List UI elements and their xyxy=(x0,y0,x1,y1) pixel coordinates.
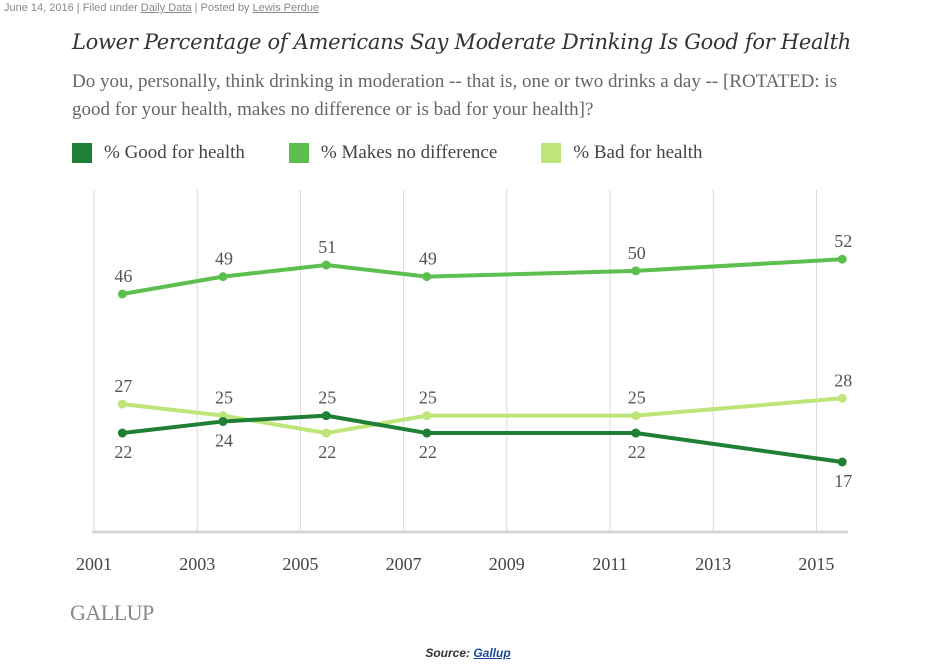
post-date: June 14, 2016 xyxy=(4,2,74,14)
data-point-good-for-health xyxy=(631,428,641,438)
data-point-makes-no-difference xyxy=(117,289,127,299)
data-label-bad-for-health: 27 xyxy=(114,376,132,396)
data-label-good-for-health: 17 xyxy=(834,471,852,491)
x-tick-label: 2011 xyxy=(592,554,627,574)
legend-swatch-no-difference xyxy=(288,143,309,163)
legend-item-good: % Good for health xyxy=(72,142,245,164)
data-point-bad-for-health xyxy=(321,428,331,438)
legend-item-bad: % Bad for health xyxy=(541,142,703,164)
data-point-good-for-health xyxy=(837,457,847,467)
legend-label-no-difference: % Makes no difference xyxy=(320,142,498,163)
source-label: Source: xyxy=(425,646,474,660)
legend-swatch-good xyxy=(72,143,92,163)
x-tick-label: 2007 xyxy=(386,554,422,574)
data-point-good-for-health xyxy=(321,411,331,421)
data-point-good-for-health xyxy=(218,416,228,426)
data-point-bad-for-health xyxy=(422,411,432,421)
series-group xyxy=(117,254,847,467)
data-label-bad-for-health: 22 xyxy=(318,442,336,462)
data-point-makes-no-difference xyxy=(321,260,331,270)
line-chart: 2001 2003 2005 2007 2009 2011 2013 2015 4649514… xyxy=(76,190,852,574)
source-line: Source: Gallup xyxy=(0,646,936,660)
data-label-makes-no-difference: 50 xyxy=(628,243,646,263)
chart-title: Lower Percentage of Americans Say Modera… xyxy=(72,30,851,54)
data-labels: 46 49 51 49 50 52 27 25 22 25 25 28 22 24 25 22 22 17 xyxy=(114,231,852,491)
source-link[interactable]: Gallup xyxy=(473,646,511,660)
data-point-bad-for-health xyxy=(837,393,847,403)
chart-legend: % Good for health % Makes no difference … xyxy=(72,142,747,164)
data-point-good-for-health xyxy=(117,428,127,438)
gridlines xyxy=(93,190,817,532)
x-tick-label: 2013 xyxy=(695,554,731,574)
data-point-makes-no-difference xyxy=(218,272,228,282)
x-tick-label: 2015 xyxy=(798,554,834,574)
data-label-bad-for-health: 25 xyxy=(419,388,437,408)
data-point-makes-no-difference xyxy=(631,266,641,276)
data-label-good-for-health: 25 xyxy=(318,388,336,408)
legend-label-bad: % Bad for health xyxy=(573,142,703,163)
data-label-good-for-health: 24 xyxy=(215,430,233,450)
author-link[interactable]: Lewis Perdue xyxy=(252,2,320,14)
gallup-logo: GALLUP xyxy=(70,600,154,625)
filed-under-label: | Filed under xyxy=(73,2,141,14)
data-label-bad-for-health: 25 xyxy=(628,388,646,408)
x-tick-label: 2009 xyxy=(489,554,525,574)
data-point-bad-for-health xyxy=(631,411,641,421)
x-tick-label: 2001 xyxy=(76,554,112,574)
data-label-makes-no-difference: 52 xyxy=(834,231,852,251)
legend-label-good: % Good for health xyxy=(104,142,245,163)
chart-subtitle: Do you, personally, think drinking in mo… xyxy=(72,71,838,120)
posted-by-label: | Posted by xyxy=(191,2,253,14)
data-label-makes-no-difference: 46 xyxy=(114,266,132,286)
data-point-makes-no-difference xyxy=(422,272,432,282)
x-tick-label: 2005 xyxy=(282,554,318,574)
data-point-makes-no-difference xyxy=(837,254,847,264)
series-line-makes-no-difference xyxy=(122,257,843,296)
legend-swatch-bad xyxy=(541,143,562,163)
series-line-good-for-health xyxy=(122,413,843,464)
data-label-makes-no-difference: 49 xyxy=(419,249,437,269)
data-label-good-for-health: 22 xyxy=(114,442,132,462)
data-point-good-for-health xyxy=(422,428,432,438)
legend-item-no-difference: % Makes no difference xyxy=(288,142,498,164)
data-label-good-for-health: 22 xyxy=(419,442,437,462)
data-label-good-for-health: 22 xyxy=(628,442,646,462)
x-tick-label: 2003 xyxy=(179,554,215,574)
byline: June 14, 2016 | Filed under Daily Data |… xyxy=(4,2,319,14)
data-label-bad-for-health: 28 xyxy=(834,370,852,390)
data-label-makes-no-difference: 49 xyxy=(215,249,233,269)
data-point-bad-for-health xyxy=(117,399,127,409)
data-label-bad-for-health: 25 xyxy=(215,388,233,408)
data-label-makes-no-difference: 51 xyxy=(318,237,336,257)
x-tick-labels: 2001 2003 2005 2007 2009 2011 2013 2015 xyxy=(76,554,834,574)
category-link[interactable]: Daily Data xyxy=(140,2,192,14)
